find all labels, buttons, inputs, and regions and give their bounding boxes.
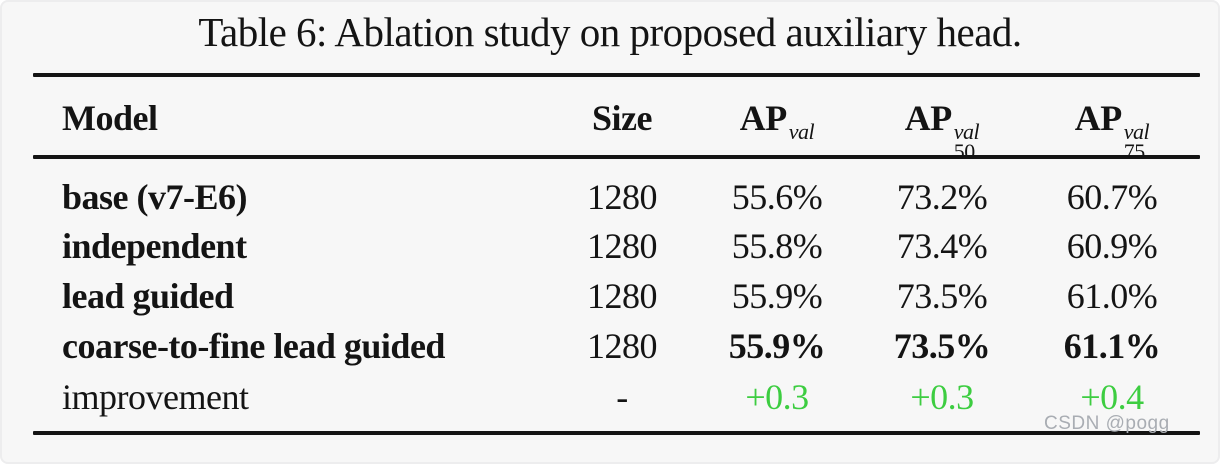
column-header-ap75: AP val 75	[1037, 93, 1187, 164]
table-row: independent 1280 55.8% 73.4% 60.9%	[0, 221, 1220, 271]
ap-scripts: val	[788, 119, 815, 144]
cell-ap75-delta: +0.4	[1080, 377, 1144, 417]
cell-ap50: 73.5%	[896, 276, 988, 316]
column-header-ap: AP val	[702, 93, 852, 143]
column-header-size: Size	[592, 98, 652, 138]
cell-ap75: 60.7%	[1066, 177, 1158, 217]
table-caption: Table 6: Ablation study on proposed auxi…	[198, 9, 1022, 55]
cell-size: 1280	[587, 177, 658, 217]
table-rule-header	[33, 155, 1200, 159]
cell-ap-delta: +0.3	[745, 377, 809, 417]
ap75-subscript: 75	[1123, 139, 1146, 164]
cell-model: base (v7-E6)	[62, 177, 248, 217]
cell-size: 1280	[587, 226, 658, 266]
ap50-scripts: val 50	[953, 119, 980, 164]
ap-superscript: val	[788, 119, 815, 144]
cell-ap50: 73.2%	[896, 177, 988, 217]
table-row-improvement: improvement - +0.3 +0.3 +0.4	[0, 372, 1220, 422]
ap-base: AP	[739, 98, 788, 138]
cell-ap: 55.9%	[728, 326, 826, 366]
ap50-subscript: 50	[953, 139, 976, 164]
column-header-model: Model	[62, 98, 158, 138]
table-row: coarse-to-fine lead guided 1280 55.9% 73…	[0, 321, 1220, 371]
cell-ap: 55.8%	[731, 226, 823, 266]
watermark: CSDN @pogg	[1044, 413, 1170, 434]
table-rule-bottom	[33, 431, 1200, 435]
ap75-base: AP	[1074, 98, 1123, 138]
cell-ap: 55.9%	[731, 276, 823, 316]
ap50-base: AP	[904, 98, 953, 138]
cell-ap75: 60.9%	[1066, 226, 1158, 266]
cell-ap50: 73.4%	[896, 226, 988, 266]
table-rule-top	[33, 73, 1200, 77]
column-header-ap50: AP val 50	[867, 93, 1017, 164]
ap50-superscript: val	[953, 119, 980, 144]
cell-size: -	[616, 377, 628, 417]
cell-model: independent	[62, 226, 247, 266]
table-row: lead guided 1280 55.9% 73.5% 61.0%	[0, 271, 1220, 321]
table-header-row: Model Size AP val AP val 50 AP val 75	[0, 93, 1220, 163]
cell-ap: 55.6%	[731, 177, 823, 217]
cell-ap75: 61.1%	[1063, 326, 1161, 366]
cell-size: 1280	[587, 276, 658, 316]
cell-model: coarse-to-fine lead guided	[62, 326, 445, 366]
cell-model: lead guided	[62, 276, 234, 316]
cell-ap50-delta: +0.3	[910, 377, 974, 417]
cell-model: improvement	[62, 377, 249, 417]
cell-size: 1280	[587, 326, 658, 366]
ap75-superscript: val	[1123, 119, 1150, 144]
cell-ap75: 61.0%	[1066, 276, 1158, 316]
cell-ap50: 73.5%	[893, 326, 991, 366]
table-row: base (v7-E6) 1280 55.6% 73.2% 60.7%	[0, 172, 1220, 222]
ap75-scripts: val 75	[1123, 119, 1150, 164]
